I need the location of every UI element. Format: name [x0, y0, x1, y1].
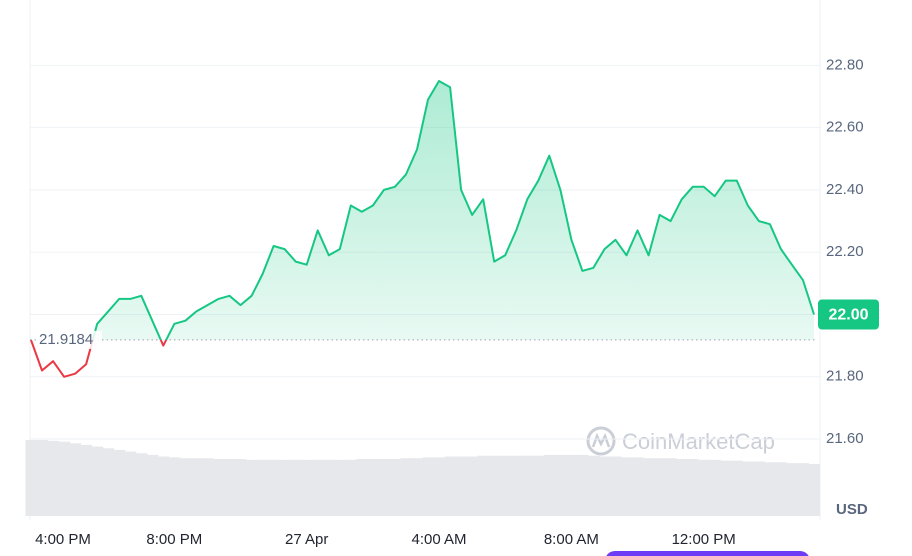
y-tick-label: 22.80 [826, 56, 864, 73]
price-line-below [30, 339, 168, 378]
volume-bar [444, 456, 457, 516]
volume-bar [488, 455, 501, 516]
volume-bar [731, 460, 743, 516]
volume-bar [587, 455, 600, 516]
volume-bar [698, 459, 710, 516]
volume-bar [25, 440, 38, 516]
volume-bar [135, 453, 148, 516]
volume-bar [146, 454, 159, 516]
volume-bar [36, 440, 49, 516]
volume-bar [422, 457, 435, 516]
volume-bar [124, 451, 137, 516]
baseline-label-bg [36, 330, 102, 349]
volume-bar [654, 458, 666, 516]
volume-bar [157, 456, 170, 516]
volume-bar [411, 458, 423, 516]
volume-bar [764, 462, 776, 516]
volume-bar [323, 459, 335, 516]
volume-bar [808, 463, 821, 516]
volume-bar [69, 443, 82, 516]
volume-bar [643, 458, 655, 516]
volume-bar [477, 455, 490, 516]
volume-bar [356, 459, 368, 516]
volume-bar [676, 459, 688, 516]
y-tick-label: 22.60 [826, 119, 864, 136]
volume-bar [742, 461, 754, 516]
volume-bar [565, 454, 578, 516]
volume-bar [102, 448, 115, 516]
baseline-label: 21.9184 [39, 331, 93, 348]
volume-bar [621, 457, 633, 516]
volume-bar [709, 459, 721, 516]
watermark-text: CoinMarketCap [622, 429, 775, 454]
y-tick-label: 22.40 [826, 181, 864, 198]
current-price-label: 22.00 [828, 307, 868, 324]
price-line [31, 80, 815, 340]
x-tick-label: 4:00 PM [35, 531, 91, 548]
volume-bar [212, 459, 225, 516]
volume-bar [532, 455, 545, 516]
x-tick-label: 12:00 PM [672, 531, 736, 548]
volume-bar [91, 446, 104, 516]
volume-bar [786, 463, 798, 516]
volume-bar [257, 459, 269, 516]
watermark: CoinMarketCap [586, 426, 775, 456]
volume-bar [598, 456, 611, 516]
volume-bar [632, 457, 644, 516]
x-tick-label: 4:00 AM [412, 531, 467, 548]
volume-bar [235, 459, 247, 516]
volume-bar [753, 461, 765, 516]
volume-bar [455, 456, 468, 516]
volume-bar [687, 459, 699, 516]
y-tick-label: 22.20 [826, 243, 864, 260]
volume-bar [466, 456, 479, 516]
volume-bar [268, 459, 280, 516]
y-axis-unit: USD [836, 501, 868, 518]
volume-bar [279, 459, 291, 516]
volume-bar [113, 449, 126, 516]
x-tick-label: 27 Apr [285, 531, 328, 548]
x-tick-label: 8:00 AM [544, 531, 599, 548]
volume-bar [665, 458, 677, 516]
volume-bar [400, 458, 412, 516]
volume-bar [47, 440, 60, 516]
current-price-badge [818, 299, 879, 330]
purple-button[interactable] [605, 551, 810, 556]
volume-bar [58, 441, 71, 516]
volume-bar [246, 459, 258, 516]
volume-bar [312, 459, 324, 516]
volume-bar [543, 454, 556, 516]
volume-bar [609, 456, 622, 516]
volume-bar [367, 459, 379, 516]
volume-bar [389, 459, 401, 516]
volume-bar [345, 459, 357, 516]
volume-bar [797, 463, 809, 516]
volume-bar [179, 458, 192, 516]
y-tick-label: 21.60 [826, 430, 864, 447]
volume-bar [499, 455, 512, 516]
volume-bar [290, 459, 302, 516]
x-tick-label: 8:00 PM [146, 531, 202, 548]
volume-bar [378, 459, 390, 516]
volume-bar [80, 444, 93, 516]
volume-bar [576, 454, 589, 516]
volume-bar [521, 455, 534, 516]
volume-bar [554, 454, 567, 516]
price-area [92, 81, 814, 340]
volume-bar [190, 458, 203, 516]
volume-bar [168, 457, 181, 516]
volume-bar [334, 459, 346, 516]
volume-bar [720, 460, 732, 516]
volume-bar [223, 459, 236, 516]
volume-bar [301, 459, 313, 516]
volume-bar [510, 455, 523, 516]
volume-bar [775, 462, 787, 516]
volume-bar [201, 458, 214, 516]
volume-bar [433, 457, 446, 516]
y-tick-label: 21.80 [826, 368, 864, 385]
